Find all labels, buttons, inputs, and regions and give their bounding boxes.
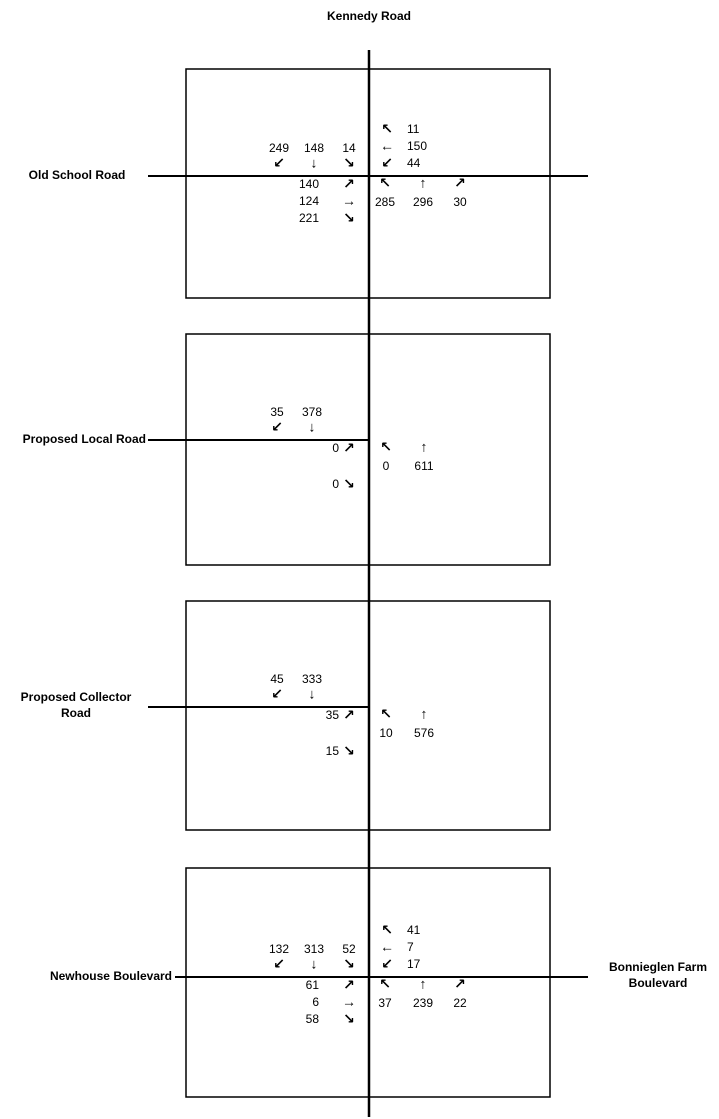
- eastbound-through-arrow-icon-4: →: [342, 994, 356, 1010]
- eastbound-through-arrow-icon-1: →: [342, 193, 356, 209]
- east-road-label-4-line-1: Bonnieglen Farm: [609, 960, 707, 974]
- southbound-through-volume-1: 148: [304, 141, 324, 155]
- westbound-through-volume-1: 150: [407, 139, 427, 153]
- northbound-left-volume-1: 285: [375, 195, 395, 209]
- westbound-right-arrow-icon-1: ↖: [381, 121, 393, 137]
- eastbound-left-volume-2: 0: [332, 441, 339, 455]
- northbound-through-arrow-icon-3: ↑: [421, 706, 428, 722]
- westbound-through-arrow-icon-4: ←: [380, 939, 394, 955]
- northbound-left-volume-4: 37: [378, 996, 392, 1010]
- eastbound-left-arrow-icon-2: ↗: [343, 440, 355, 456]
- eastbound-left-volume-1: 140: [299, 177, 319, 191]
- westbound-right-arrow-icon-4: ↖: [381, 922, 393, 938]
- west-road-label-2: Proposed Local Road: [23, 432, 146, 446]
- westbound-through-volume-4: 7: [407, 940, 414, 954]
- northbound-left-arrow-icon-2: ↖: [380, 439, 392, 455]
- northbound-right-volume-1: 30: [453, 195, 467, 209]
- southbound-through-arrow-icon-1: ↓: [311, 155, 318, 171]
- northbound-through-volume-2: 611: [414, 459, 433, 473]
- southbound-left-arrow-icon-1: ↘: [343, 155, 355, 171]
- northbound-left-arrow-icon-4: ↖: [379, 976, 391, 992]
- southbound-right-volume-1: 249: [269, 141, 289, 155]
- eastbound-right-arrow-icon-1: ↘: [343, 210, 355, 226]
- southbound-right-volume-4: 132: [269, 942, 289, 956]
- eastbound-left-arrow-icon-1: ↗: [343, 176, 355, 192]
- westbound-through-arrow-icon-1: ←: [380, 138, 394, 154]
- southbound-through-volume-2: 378: [302, 405, 322, 419]
- southbound-right-volume-3: 45: [270, 672, 284, 686]
- westbound-right-volume-1: 11: [407, 122, 420, 136]
- northbound-through-arrow-icon-1: ↑: [420, 175, 427, 191]
- northbound-left-arrow-icon-1: ↖: [379, 175, 391, 191]
- west-road-label-1: Old School Road: [29, 168, 126, 182]
- westbound-right-volume-4: 41: [407, 923, 421, 937]
- westbound-left-volume-4: 17: [407, 957, 421, 971]
- eastbound-through-volume-1: 124: [299, 194, 319, 208]
- southbound-right-arrow-icon-1: ↙: [273, 155, 285, 171]
- west-road-label-3-line-1: Proposed Collector: [21, 690, 132, 704]
- southbound-right-arrow-icon-2: ↙: [271, 419, 283, 435]
- southbound-left-volume-4: 52: [342, 942, 356, 956]
- main-road-label: Kennedy Road: [327, 9, 411, 23]
- eastbound-left-arrow-icon-3: ↗: [343, 707, 355, 723]
- westbound-left-volume-1: 44: [407, 156, 421, 170]
- northbound-through-arrow-icon-4: ↑: [420, 976, 427, 992]
- northbound-through-volume-3: 576: [414, 726, 434, 740]
- eastbound-right-volume-4: 58: [306, 1012, 320, 1026]
- southbound-right-arrow-icon-4: ↙: [273, 956, 285, 972]
- southbound-through-volume-4: 313: [304, 942, 324, 956]
- northbound-through-arrow-icon-2: ↑: [421, 439, 428, 455]
- eastbound-right-volume-1: 221: [299, 211, 319, 225]
- northbound-right-arrow-icon-4: ↗: [454, 976, 466, 992]
- westbound-left-arrow-icon-4: ↙: [381, 956, 393, 972]
- northbound-left-arrow-icon-3: ↖: [380, 706, 392, 722]
- eastbound-right-arrow-icon-3: ↘: [343, 743, 355, 759]
- eastbound-right-arrow-icon-2: ↘: [343, 476, 355, 492]
- southbound-through-arrow-icon-2: ↓: [309, 419, 316, 435]
- southbound-left-volume-1: 14: [342, 141, 356, 155]
- northbound-left-volume-3: 10: [379, 726, 393, 740]
- eastbound-left-volume-4: 61: [306, 978, 320, 992]
- eastbound-left-arrow-icon-4: ↗: [343, 977, 355, 993]
- west-road-label-4: Newhouse Boulevard: [50, 969, 172, 983]
- northbound-through-volume-1: 296: [413, 195, 433, 209]
- eastbound-through-volume-4: 6: [312, 995, 319, 1009]
- east-road-label-4-line-2: Boulevard: [629, 976, 688, 990]
- southbound-through-arrow-icon-4: ↓: [311, 956, 318, 972]
- southbound-through-volume-3: 333: [302, 672, 322, 686]
- eastbound-right-volume-2: 0: [332, 477, 339, 491]
- eastbound-left-volume-3: 35: [326, 708, 340, 722]
- southbound-right-arrow-icon-3: ↙: [271, 686, 283, 702]
- northbound-right-arrow-icon-1: ↗: [454, 175, 466, 191]
- northbound-right-volume-4: 22: [453, 996, 467, 1010]
- west-road-label-3-line-2: Road: [61, 706, 91, 720]
- southbound-through-arrow-icon-3: ↓: [309, 686, 316, 702]
- southbound-right-volume-2: 35: [270, 405, 284, 419]
- southbound-left-arrow-icon-4: ↘: [343, 956, 355, 972]
- westbound-left-arrow-icon-1: ↙: [381, 155, 393, 171]
- northbound-left-volume-2: 0: [383, 459, 390, 473]
- eastbound-right-arrow-icon-4: ↘: [343, 1011, 355, 1027]
- eastbound-right-volume-3: 15: [326, 744, 340, 758]
- northbound-through-volume-4: 239: [413, 996, 433, 1010]
